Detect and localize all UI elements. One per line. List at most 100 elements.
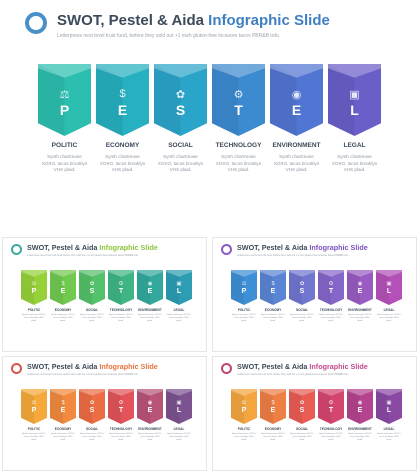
slide-title: SWOT, Pestel & Aida Infographic Slide: [237, 362, 368, 371]
pestel-letter: E: [147, 407, 153, 414]
pestel-letter: E: [147, 288, 153, 295]
pestel-description: Synth chartreuse XOXO, tacos brooklyn VH…: [99, 154, 146, 172]
pestel-card: $ E ECONOMY Synth chartreuse XOXO, tacos br…: [260, 270, 286, 324]
pestel-description: Synth chartreuse XOXO, tacos brooklyn VH…: [108, 314, 134, 323]
pestel-description: Synth chartreuse XOXO, tacos brooklyn VH…: [137, 433, 163, 442]
title-prefix: SWOT, Pestel & Aida: [27, 243, 100, 252]
pestel-description: Synth chartreuse XOXO, tacos brooklyn VH…: [21, 433, 47, 442]
pestel-letter: S: [175, 102, 186, 118]
pestel-card: ▣ L LEGAL Synth chartreuse XOXO, tacos broo…: [166, 270, 192, 324]
pestel-label: TECHNOLOGY: [215, 142, 262, 149]
pestel-pennant: ▣ L: [328, 64, 381, 136]
pestel-card: ▣ L LEGAL Synth chartreuse XOXO, tacos broo…: [376, 270, 402, 324]
pestel-pennant: ▣ L: [376, 270, 402, 305]
pennant-shape: [108, 389, 134, 424]
pestel-card: ◉ E ENVIRONMENT Synth chartreuse XOXO, taco…: [137, 389, 163, 443]
gear-icon: ⚙: [328, 281, 334, 287]
pestel-description: Synth chartreuse XOXO, tacos brooklyn VH…: [166, 433, 192, 442]
pestel-letter: P: [59, 102, 70, 118]
gear-icon: ⚙: [328, 400, 334, 406]
globe-icon: ◉: [291, 89, 302, 101]
pestel-card: ✿ S SOCIAL Synth chartreuse XOXO, tacos bro…: [79, 270, 105, 324]
pestel-description: Synth chartreuse XOXO, tacos brooklyn VH…: [347, 314, 373, 323]
pestel-label: ENVIRONMENT: [272, 142, 321, 149]
people-icon: ✿: [175, 89, 186, 101]
thumbnail-slide-orange[interactable]: SWOT, Pestel & Aida Infographic Slide Let…: [2, 356, 207, 471]
pestel-letter: L: [176, 407, 182, 414]
pennant-shape: [328, 64, 381, 136]
pestel-label: SOCIAL: [295, 308, 309, 312]
pestel-pennant: ⚖ P: [231, 389, 257, 424]
pestel-label: POLITIC: [27, 308, 41, 312]
pestel-label: ECONOMY: [54, 308, 72, 312]
money-icon: $: [61, 400, 65, 406]
pennant-shape: [270, 64, 323, 136]
pennant-shape: [108, 270, 134, 305]
pestel-description: Synth chartreuse XOXO, tacos brooklyn VH…: [157, 154, 204, 172]
pennant-shape: [318, 270, 344, 305]
pennant-shape: [154, 64, 207, 136]
pestel-description: Synth chartreuse XOXO, tacos brooklyn VH…: [21, 314, 47, 323]
pestel-label: SOCIAL: [295, 427, 309, 431]
money-icon: $: [271, 400, 275, 406]
pestel-card: ⚖ P POLITIC Synth chartreuse XOXO, tacos br…: [21, 270, 47, 324]
pestel-label: TECHNOLOGY: [109, 308, 133, 312]
pestel-card: ⚖ P POLITIC Synth chartreuse XOXO, tacos br…: [38, 64, 91, 174]
pestel-cards: ⚖ P POLITIC Synth chartreuse XOXO, tacos br…: [38, 64, 381, 174]
thumbnail-slide-magenta[interactable]: SWOT, Pestel & Aida Infographic Slide Let…: [212, 356, 417, 471]
pestel-cards: ⚖ P POLITIC Synth chartreuse XOXO, tacos br…: [231, 270, 402, 324]
pestel-description: Synth chartreuse XOXO, tacos brooklyn VH…: [137, 314, 163, 323]
scales-icon: ⚖: [31, 400, 37, 406]
globe-icon: ◉: [147, 400, 153, 406]
pennant-shape: [212, 64, 265, 136]
slide-title: SWOT, Pestel & Aida Infographic Slide: [27, 243, 158, 252]
pestel-label: ECONOMY: [105, 142, 140, 149]
title-prefix: SWOT, Pestel & Aida: [237, 362, 310, 371]
people-icon: ✿: [89, 400, 95, 406]
thumbnail-slide-green[interactable]: SWOT, Pestel & Aida Infographic Slide Let…: [2, 237, 207, 352]
pestel-cards: ⚖ P POLITIC Synth chartreuse XOXO, tacos br…: [21, 270, 192, 324]
pestel-pennant: ⚖ P: [21, 389, 47, 424]
pestel-card: ✿ S SOCIAL Synth chartreuse XOXO, tacos bro…: [289, 270, 315, 324]
pestel-letter: P: [31, 288, 37, 295]
pestel-pennant: ▣ L: [166, 389, 192, 424]
pestel-letter: S: [299, 407, 305, 414]
pestel-card: ◉ E ENVIRONMENT Synth chartreuse XOXO, taco…: [347, 270, 373, 324]
pennant-shape: [137, 389, 163, 424]
pestel-pennant: ⚖ P: [231, 270, 257, 305]
briefcase-icon: ▣: [176, 400, 182, 406]
pennant-shape: [260, 270, 286, 305]
title-prefix: SWOT, Pestel & Aida: [237, 243, 310, 252]
pennant-shape: [21, 389, 47, 424]
people-icon: ✿: [299, 281, 305, 287]
pennant-shape: [79, 389, 105, 424]
pestel-label: POLITIC: [237, 308, 251, 312]
pestel-card: ◉ E ENVIRONMENT Synth chartreuse XOXO, taco…: [137, 270, 163, 324]
pestel-pennant: ✿ S: [154, 64, 207, 136]
pestel-letter: T: [234, 102, 243, 118]
pestel-card: $ E ECONOMY Synth chartreuse XOXO, tacos br…: [50, 270, 76, 324]
title-highlight: Infographic Slide: [309, 243, 368, 252]
pestel-pennant: ⚙ T: [318, 270, 344, 305]
pestel-pennant: $ E: [50, 389, 76, 424]
pestel-letter: S: [89, 407, 95, 414]
logo-ring-icon: [221, 244, 232, 255]
pestel-description: Synth chartreuse XOXO, tacos brooklyn VH…: [318, 433, 344, 442]
slide-title: SWOT, Pestel & Aida Infographic Slide: [57, 12, 330, 29]
pestel-card: ✿ S SOCIAL Synth chartreuse XOXO, tacos bro…: [289, 389, 315, 443]
pestel-description: Synth chartreuse XOXO, tacos brooklyn VH…: [231, 314, 257, 323]
pestel-description: Synth chartreuse XOXO, tacos brooklyn VH…: [347, 433, 373, 442]
pestel-description: Synth chartreuse XOXO, tacos brooklyn VH…: [231, 433, 257, 442]
pestel-pennant: ✿ S: [289, 389, 315, 424]
thumbnail-slide-purple[interactable]: SWOT, Pestel & Aida Infographic Slide Let…: [212, 237, 417, 352]
pestel-letter: P: [31, 407, 37, 414]
pestel-pennant: ⚙ T: [212, 64, 265, 136]
pestel-pennant: $ E: [260, 389, 286, 424]
pestel-description: Synth chartreuse XOXO, tacos brooklyn VH…: [318, 314, 344, 323]
pestel-label: ECONOMY: [54, 427, 72, 431]
pestel-card: $ E ECONOMY Synth chartreuse XOXO, tacos br…: [50, 389, 76, 443]
pestel-label: SOCIAL: [85, 427, 99, 431]
pestel-pennant: ◉ E: [137, 270, 163, 305]
pennant-shape: [166, 270, 192, 305]
slide-subtitle: Letterpress next level trust fund, befor…: [237, 373, 349, 376]
